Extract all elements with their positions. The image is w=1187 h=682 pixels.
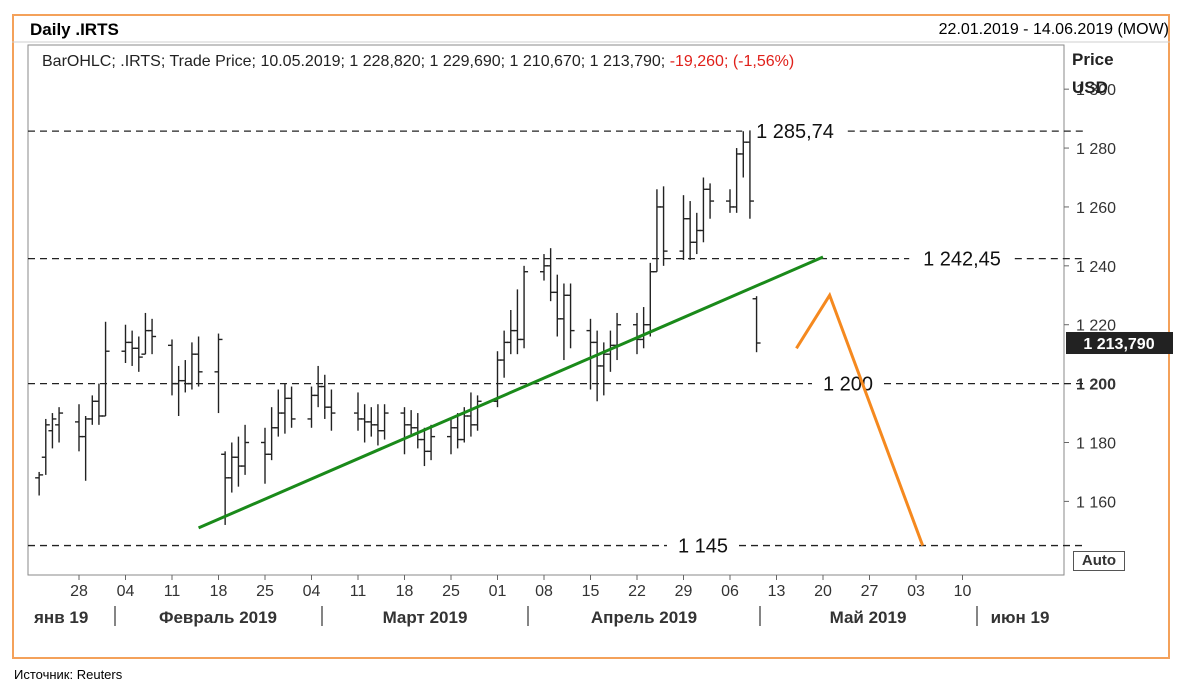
month-label: июн 19 <box>991 608 1050 627</box>
x-tick-label: 20 <box>814 583 832 600</box>
x-tick-label: 28 <box>70 583 88 600</box>
x-tick-label: 03 <box>907 583 925 600</box>
plot-area <box>27 44 1065 576</box>
x-tick-label: 08 <box>535 583 553 600</box>
y-tick-label: 1 280 <box>1076 141 1116 158</box>
last-price-label: 1 213,790 <box>1083 336 1154 353</box>
chart-title: Daily .IRTS <box>30 20 119 39</box>
level-label: 1 285,74 <box>756 121 834 143</box>
support-trendline <box>197 255 824 530</box>
x-tick-label: 27 <box>861 583 879 600</box>
y-tick-label: 1 200 <box>1076 377 1116 394</box>
x-tick-label: 29 <box>675 583 693 600</box>
y-tick-label: 1 180 <box>1076 436 1116 453</box>
x-tick-label: 01 <box>489 583 507 600</box>
x-tick-label: 04 <box>303 583 321 600</box>
x-tick-label: 22 <box>628 583 646 600</box>
x-tick-label: 11 <box>350 583 367 600</box>
ohlc-info-text: BarOHLC; .IRTS; Trade Price; 10.05.2019;… <box>42 53 670 70</box>
auto-scale-button[interactable]: Auto <box>1073 551 1125 571</box>
month-label: Апрель 2019 <box>591 608 697 627</box>
month-label: Март 2019 <box>383 608 468 627</box>
date-range: 22.01.2019 - 14.06.2019 (MOW) <box>938 21 1169 38</box>
x-tick-label: 18 <box>396 583 414 600</box>
level-label: 1 242,45 <box>923 249 1001 271</box>
x-tick-label: 04 <box>117 583 135 600</box>
x-tick-label: 25 <box>256 583 274 600</box>
y-tick-label: 1 300 <box>1076 82 1116 99</box>
x-tick-label: 10 <box>954 583 972 600</box>
month-label: янв 19 <box>33 608 88 627</box>
y-tick-label: 1 160 <box>1076 494 1116 511</box>
currency-axis-label: USD <box>1072 78 1108 97</box>
x-tick-label: 13 <box>768 583 786 600</box>
month-label: Май 2019 <box>830 608 907 627</box>
x-tick-label: 11 <box>164 583 181 600</box>
source-note: Источник: Reuters <box>14 667 123 682</box>
ohlc-change-text: -19,260; (-1,56%) <box>669 53 795 70</box>
level-label: 1 145 <box>678 536 728 558</box>
x-tick-label: 25 <box>442 583 460 600</box>
y-tick-label: 1 240 <box>1076 259 1116 276</box>
month-label: Февраль 2019 <box>159 608 277 627</box>
x-tick-label: 06 <box>721 583 739 600</box>
y-tick-label: 1 260 <box>1076 200 1116 217</box>
price-axis-label: Price <box>1072 50 1114 69</box>
x-tick-label: 18 <box>210 583 228 600</box>
forecast-path <box>795 291 925 547</box>
last-price-tag <box>1066 332 1173 355</box>
ohlc-info-line: BarOHLC; .IRTS; Trade Price; 10.05.2019;… <box>42 53 794 71</box>
y-tick-label: 1 220 <box>1076 318 1116 335</box>
x-tick-label: 15 <box>582 583 600 600</box>
